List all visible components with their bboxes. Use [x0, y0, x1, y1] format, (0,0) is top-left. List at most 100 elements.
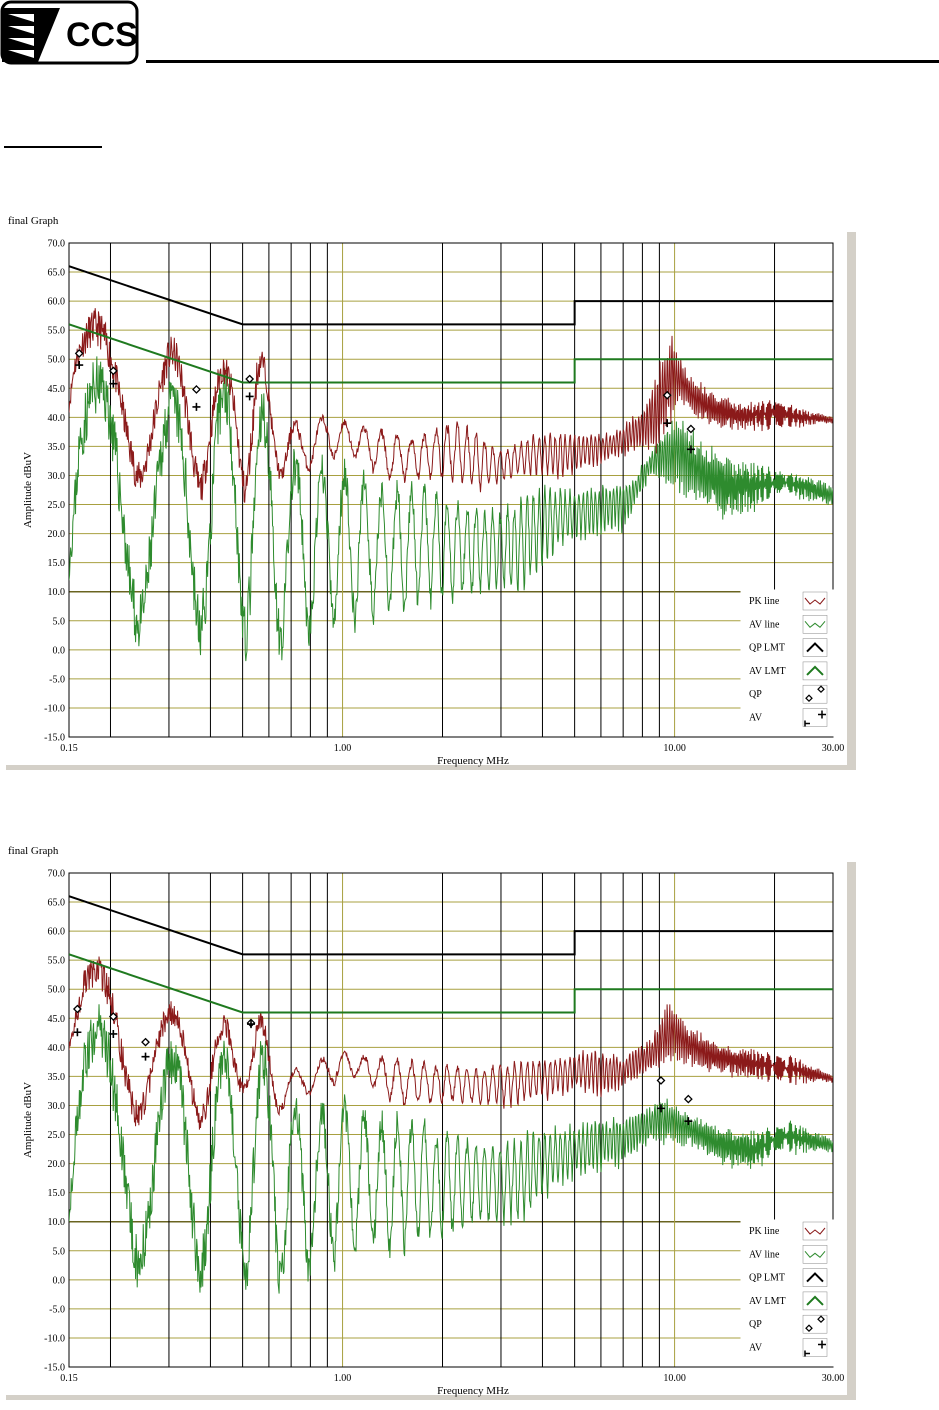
logo-text: CCS: [66, 16, 138, 54]
y-tick-label: 40.0: [48, 1043, 66, 1054]
legend-label: AV line: [749, 619, 780, 630]
y-tick-label: 30.0: [48, 1101, 66, 1112]
pk-line-series: [69, 308, 833, 503]
legend-av-marker-swatch: [818, 1340, 826, 1349]
av-marker: [73, 1028, 82, 1037]
legend-swatch-box: [802, 1291, 828, 1311]
av-limit-line: [69, 953, 833, 1014]
av-marker: [656, 1104, 665, 1113]
legend-av-limit-swatch: [806, 1295, 824, 1306]
y-tick-label: 70.0: [48, 869, 66, 880]
x-axis-label: Frequency MHz: [437, 755, 509, 767]
y-tick-label: 55.0: [48, 956, 66, 967]
y-tick-label: 50.0: [48, 985, 66, 996]
qp-limit-line: [69, 895, 833, 956]
ccs-logo-mark: CCS: [0, 0, 139, 65]
y-tick-label: 60.0: [48, 927, 66, 938]
ccs-logo: CCS: [0, 0, 140, 66]
y-tick-label: 5.0: [53, 1246, 66, 1257]
av-marker: [686, 445, 695, 454]
traces-group: [69, 895, 833, 1294]
section-underline: [4, 146, 102, 148]
legend-swatch-box: [802, 1338, 828, 1357]
chart-2-title: final Graph: [8, 845, 59, 857]
panel-edge-bottom: [6, 1395, 856, 1400]
y-tick-label: 30.0: [48, 471, 66, 482]
av-marker: [663, 419, 672, 428]
panel-edge-bottom: [6, 765, 856, 770]
legend-label: AV line: [749, 1249, 780, 1260]
y-tick-label: 15.0: [48, 558, 66, 569]
y-tick-label: 25.0: [48, 1130, 66, 1141]
plot-border: [68, 872, 834, 1368]
legend-label: QP LMT: [749, 1273, 785, 1284]
legend-qp-swatch: [817, 685, 825, 694]
legend-label: PK line: [749, 1226, 780, 1237]
qp-marker: [683, 1094, 693, 1104]
legend-label: AV: [749, 1343, 763, 1354]
y-tick-label: -15.0: [44, 1363, 65, 1374]
av-limit-line: [69, 323, 833, 384]
y-tick-label: -15.0: [44, 733, 65, 744]
x-tick-label: 30.00: [822, 743, 845, 754]
legend-av-marker-swatch: [818, 710, 826, 719]
x-tick-label: 10.00: [663, 743, 686, 754]
y-tick-label: 15.0: [48, 1188, 66, 1199]
y-tick-label: -5.0: [49, 1304, 65, 1315]
legend-label: QP: [749, 1319, 762, 1330]
x-tick-label: 30.00: [822, 1373, 845, 1384]
y-tick-label: 35.0: [48, 442, 66, 453]
x-axis-label: Frequency MHz: [437, 1385, 509, 1397]
legend-qp-limit-swatch: [806, 642, 824, 653]
x-tick-label: 0.15: [60, 743, 78, 754]
av-line-series: [69, 356, 833, 662]
x-tick-label: 0.15: [60, 1373, 78, 1384]
legend-pk-swatch: [804, 597, 826, 605]
pk-line-series: [69, 956, 833, 1130]
y-tick-label: -10.0: [44, 703, 65, 714]
legend-swatch-box: [802, 1221, 828, 1241]
y-tick-label: 65.0: [48, 268, 66, 279]
legend-av-limit-swatch: [806, 665, 824, 676]
y-tick-label: 20.0: [48, 529, 66, 540]
legend-av-marker-swatch: [804, 1350, 810, 1357]
legend-swatch-box: [802, 1268, 828, 1287]
qp-marker: [686, 424, 696, 434]
header-rule: [146, 60, 939, 63]
panel-edge: [847, 232, 856, 770]
y-tick-label: 70.0: [48, 239, 66, 250]
av-marker: [684, 1117, 693, 1126]
qp-marker: [245, 374, 255, 384]
qp-marker: [192, 385, 201, 394]
panel-edge: [847, 862, 856, 1400]
y-axis-label: Amplitude dBuV: [22, 452, 34, 528]
qp-marker: [656, 1076, 666, 1085]
qp-marker: [108, 1012, 118, 1021]
qp-marker: [108, 366, 118, 376]
y-tick-label: 35.0: [48, 1072, 66, 1083]
legend-swatch-box: [802, 638, 828, 657]
y-tick-label: 45.0: [48, 384, 66, 395]
y-tick-label: 10.0: [48, 587, 66, 598]
av-marker: [109, 379, 118, 388]
qp-marker: [141, 1037, 150, 1047]
legend-av-swatch: [804, 620, 826, 628]
y-tick-label: 40.0: [48, 413, 66, 424]
chart-2-svg: 70.0 65.0 60.0 55.0 50.0 45.0 40.0 35.0 30.0 25.0…: [6, 862, 856, 1400]
av-marker: [247, 1020, 256, 1029]
legend-qp-swatch: [805, 1324, 813, 1333]
qp-marker: [662, 390, 672, 400]
y-tick-label: 65.0: [48, 898, 66, 909]
y-tick-label: 55.0: [48, 326, 66, 337]
chart-1-title: final Graph: [8, 215, 59, 227]
legend-label: AV LMT: [749, 1296, 786, 1307]
y-tick-label: 5.0: [53, 616, 66, 627]
av-marker: [75, 361, 84, 370]
av-marker: [245, 392, 254, 401]
legend-swatch-box: [802, 1245, 828, 1264]
y-tick-label: 0.0: [53, 1275, 66, 1286]
chart-1-panel: 70.0 65.0 60.0 55.0 50.0 45.0 40.0 35.0 30.0 25.0…: [6, 232, 856, 770]
legend-qp-limit-swatch: [806, 1272, 824, 1283]
legend-qp-swatch: [817, 1315, 825, 1324]
chart-1-svg: 70.0 65.0 60.0 55.0 50.0 45.0 40.0 35.0 30.0 25.0…: [6, 232, 856, 770]
